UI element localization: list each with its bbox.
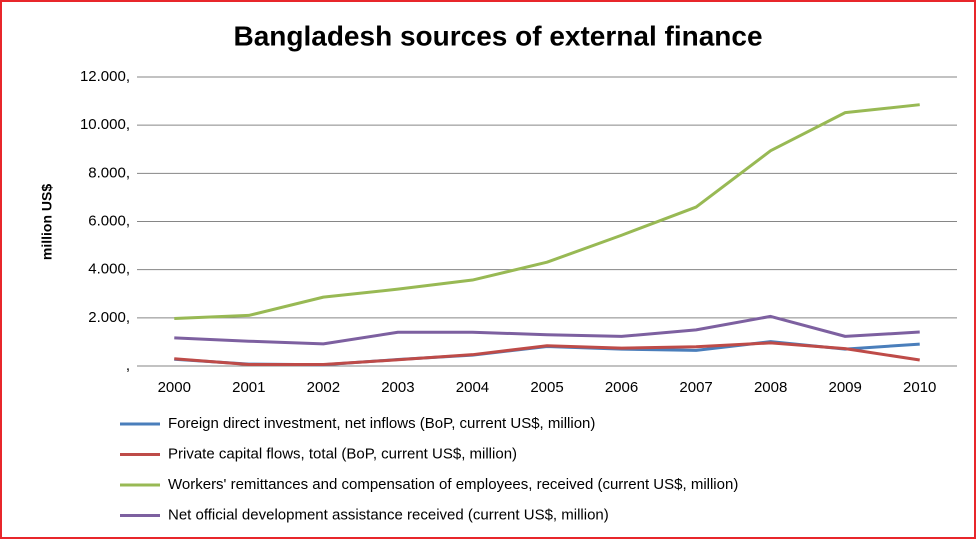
x-tick-label: 2009 — [828, 379, 861, 396]
x-tick-label: 2001 — [232, 379, 265, 396]
y-tick-label: 12.000, — [80, 68, 130, 85]
x-tick-label: 2000 — [158, 379, 191, 396]
y-tick-label: 6.000, — [88, 212, 130, 229]
x-tick-label: 2004 — [456, 379, 489, 396]
legend-label: Foreign direct investment, net inflows (… — [168, 415, 595, 432]
x-tick-label: 2003 — [381, 379, 414, 396]
series-line — [174, 341, 920, 367]
legend-label: Net official development assistance rece… — [168, 506, 609, 523]
legend-label: Workers' remittances and compensation of… — [168, 476, 738, 493]
series-line — [174, 103, 920, 321]
y-tick-label: 10.000, — [80, 116, 130, 133]
y-tick-label: 4.000, — [88, 261, 130, 278]
y-axis-label: million US$ — [39, 184, 55, 260]
chart-title: Bangladesh sources of external finance — [233, 20, 762, 51]
legend-label: Private capital flows, total (BoP, curre… — [168, 445, 517, 462]
x-tick-label: 2010 — [903, 379, 936, 396]
series-line — [174, 314, 920, 346]
x-tick-label: 2008 — [754, 379, 787, 396]
x-tick-label: 2005 — [530, 379, 563, 396]
y-tick-label: , — [126, 357, 130, 374]
y-tick-label: 2.000, — [88, 309, 130, 326]
x-tick-label: 2007 — [679, 379, 712, 396]
x-tick-label: 2006 — [605, 379, 638, 396]
y-tick-label: 8.000, — [88, 164, 130, 181]
x-tick-label: 2002 — [307, 379, 340, 396]
